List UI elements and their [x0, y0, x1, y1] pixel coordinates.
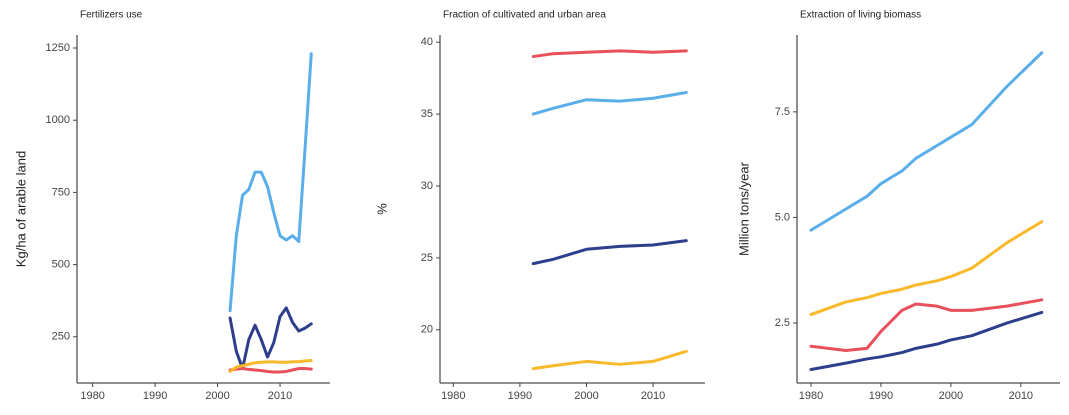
x-tick-label: 2010 — [641, 390, 665, 402]
y-tick-label: 750 — [52, 186, 70, 198]
x-tick-label: 2000 — [939, 390, 963, 402]
series-line — [531, 349, 688, 371]
x-tick-label: 1980 — [441, 390, 465, 402]
y-axis-label: Million tons/year — [736, 161, 751, 256]
series-line — [228, 52, 313, 313]
chart-title: Extraction of living biomass — [800, 10, 921, 21]
y-tick-label: 25 — [421, 252, 433, 264]
x-tick-label: 1980 — [799, 390, 823, 402]
x-tick-label: 2000 — [574, 390, 598, 402]
y-tick-label: 1000 — [46, 114, 70, 126]
series-line — [228, 358, 313, 373]
y-tick-label: 40 — [421, 36, 433, 48]
y-tick-label: 1250 — [46, 42, 70, 54]
x-tick-label: 1990 — [869, 390, 893, 402]
x-tick-label: 2000 — [205, 390, 229, 402]
chart-title: Fraction of cultivated and urban area — [443, 10, 606, 21]
y-tick-label: 250 — [52, 331, 70, 343]
y-tick-label: 7.5 — [775, 106, 790, 118]
y-tick-label: 20 — [421, 324, 433, 336]
x-tick-label: 1990 — [508, 390, 532, 402]
series-line — [809, 220, 1044, 317]
series-line — [531, 49, 688, 59]
y-tick-label: 35 — [421, 108, 433, 120]
y-axis-label: % — [374, 203, 389, 215]
y-axis-label: Kg/ha of arable land — [13, 151, 28, 267]
series-line — [809, 298, 1044, 352]
series-line — [809, 310, 1044, 371]
series-line — [809, 51, 1044, 232]
series-line — [531, 239, 688, 266]
x-tick-label: 2010 — [268, 390, 292, 402]
x-tick-label: 2010 — [1009, 390, 1033, 402]
y-tick-label: 5.0 — [775, 211, 790, 223]
series-line — [531, 91, 688, 116]
x-tick-label: 1990 — [143, 390, 167, 402]
series-line — [228, 306, 313, 371]
chart-title: Fertilizers use — [80, 10, 143, 21]
y-tick-label: 2.5 — [775, 317, 790, 329]
y-tick-label: 30 — [421, 180, 433, 192]
series-line — [228, 367, 313, 374]
x-tick-label: 1980 — [80, 390, 104, 402]
y-tick-label: 500 — [52, 258, 70, 270]
